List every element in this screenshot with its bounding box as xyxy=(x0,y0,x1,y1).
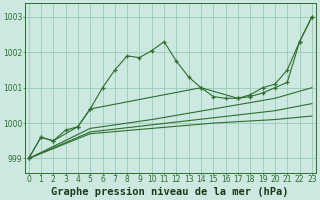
X-axis label: Graphe pression niveau de la mer (hPa): Graphe pression niveau de la mer (hPa) xyxy=(52,187,289,197)
